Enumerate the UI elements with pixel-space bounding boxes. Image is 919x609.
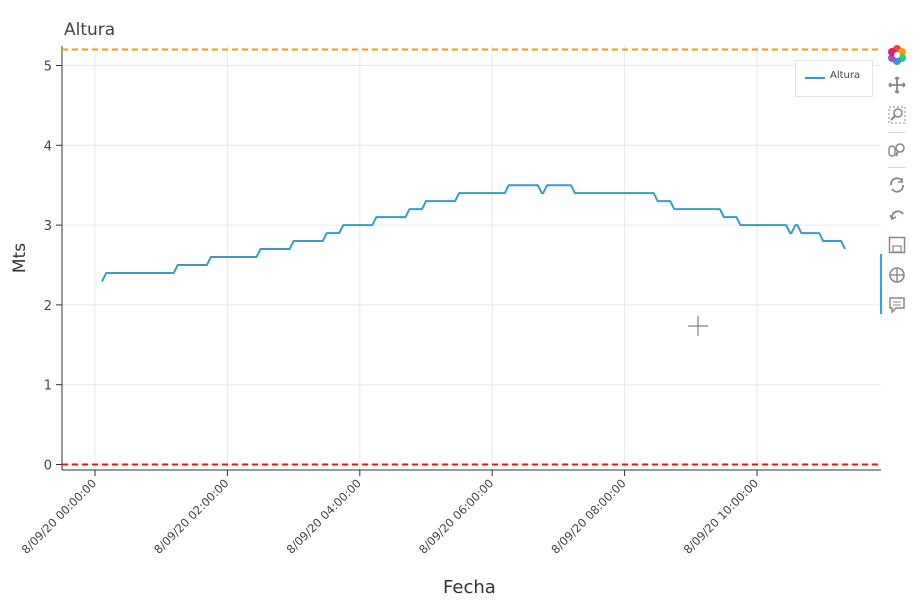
x-tick-label: 8/09/20 04:00:00 — [284, 476, 364, 556]
reset-icon[interactable] — [884, 172, 910, 198]
y-tick-label: 3 — [44, 219, 52, 234]
save-icon[interactable] — [884, 232, 910, 258]
legend-label: Altura — [830, 70, 861, 81]
y-tick-label: 5 — [44, 60, 52, 75]
legend: Altura — [795, 60, 873, 97]
hover-icon[interactable] — [884, 292, 910, 318]
pan-icon[interactable] — [884, 72, 910, 98]
y-tick-label: 2 — [44, 299, 52, 314]
box-zoom-icon[interactable] — [884, 102, 910, 128]
x-tick-label: 8/09/20 08:00:00 — [548, 476, 628, 556]
y-tick-label: 4 — [44, 139, 52, 154]
chart-title: Altura — [64, 20, 116, 40]
series-line-altura — [101, 184, 846, 282]
crosshair-icon[interactable] — [884, 262, 910, 288]
bokeh-logo-icon[interactable] — [884, 42, 910, 68]
x-tick-label: 8/09/20 00:00:00 — [19, 476, 99, 556]
x-tick-label: 8/09/20 06:00:00 — [416, 476, 496, 556]
wheel-zoom-icon[interactable] — [884, 137, 910, 163]
x-axis-label: Fecha — [443, 577, 496, 598]
y-tick-label: 0 — [44, 459, 52, 474]
x-tick-label: 8/09/20 10:00:00 — [681, 476, 761, 556]
toolbar-separator — [888, 132, 906, 133]
x-tick-label: 8/09/20 02:00:00 — [151, 476, 231, 556]
active-tool-indicator — [880, 254, 882, 314]
legend-swatch — [805, 77, 825, 79]
undo-icon[interactable] — [884, 202, 910, 228]
y-tick-label: 1 — [44, 379, 52, 394]
y-axis-label: Mts — [10, 242, 30, 274]
chart-toolbar — [884, 42, 912, 322]
toolbar-separator — [888, 167, 906, 168]
